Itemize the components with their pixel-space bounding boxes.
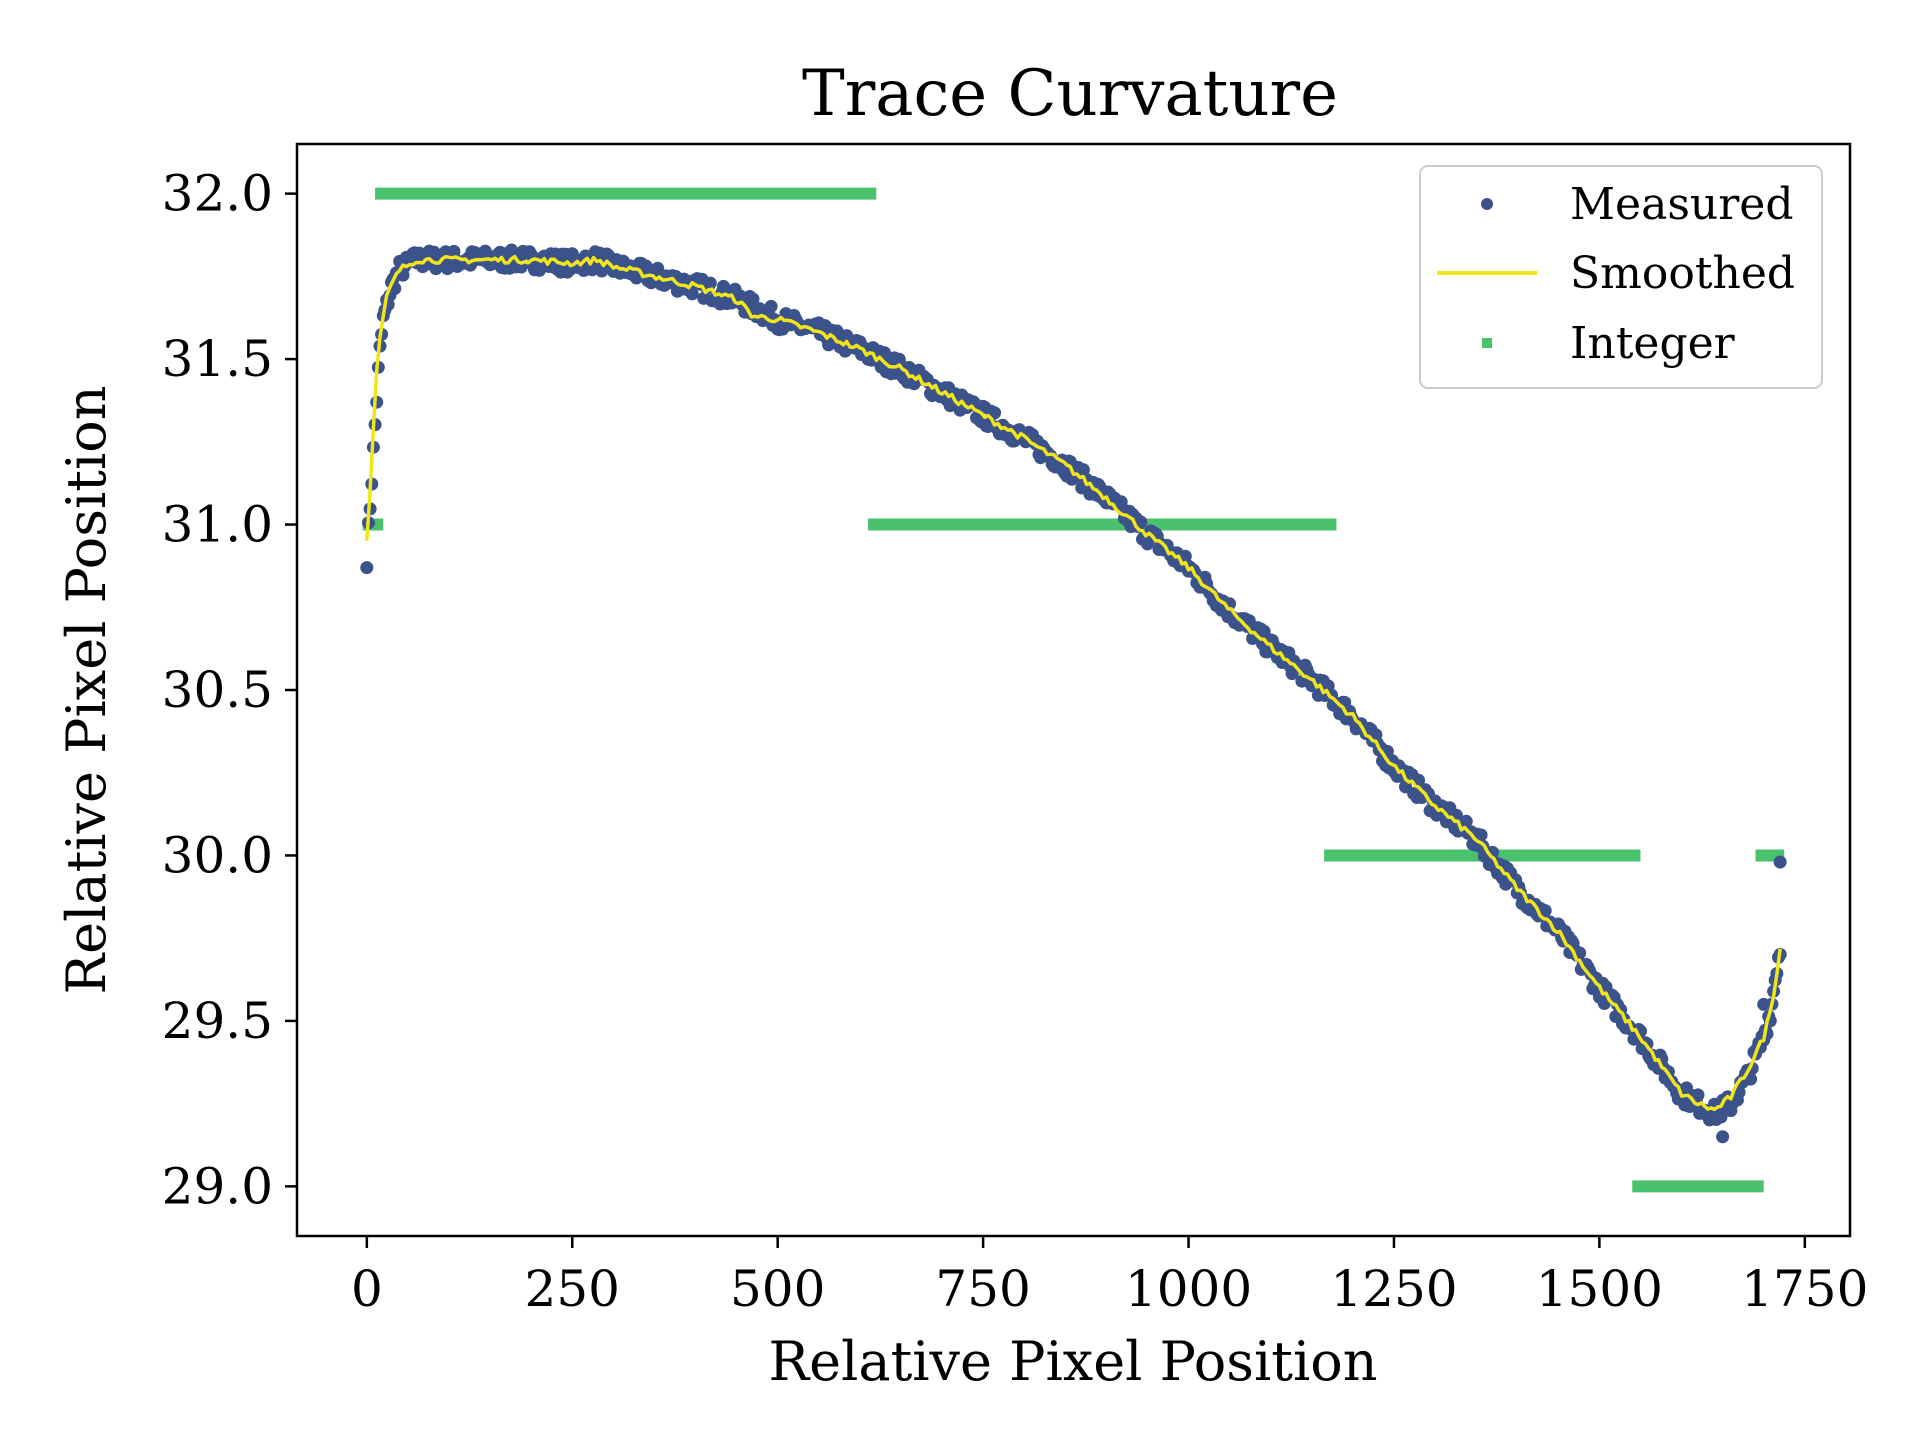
- y-tick-label: 29.5: [162, 992, 273, 1050]
- legend-label-measured: Measured: [1570, 179, 1793, 230]
- x-axis-ticks: 0 250 500 750 1000 1250 1500 1750: [351, 1236, 1868, 1318]
- legend-label-integer: Integer: [1570, 318, 1736, 369]
- measured-point: [1773, 855, 1787, 869]
- legend-marker-integer: [1482, 338, 1492, 348]
- measured-point: [1716, 1130, 1730, 1144]
- x-axis-label: Relative Pixel Position: [768, 1330, 1377, 1393]
- measured-point: [1134, 515, 1148, 529]
- y-tick-label: 32.0: [162, 165, 273, 223]
- y-tick-label: 29.0: [162, 1157, 273, 1215]
- measured-point: [514, 260, 528, 274]
- measured-point: [1714, 1110, 1728, 1124]
- y-tick-label: 30.5: [162, 661, 273, 719]
- measured-point: [685, 287, 699, 301]
- x-tick-label: 0: [351, 1260, 383, 1318]
- x-tick-label: 1000: [1125, 1260, 1252, 1318]
- x-tick-label: 1500: [1536, 1260, 1663, 1318]
- legend-marker-measured: [1481, 198, 1493, 210]
- x-tick-label: 250: [525, 1260, 620, 1318]
- measured-point: [360, 561, 374, 575]
- measured-point: [1459, 814, 1473, 828]
- x-tick-label: 500: [730, 1260, 825, 1318]
- measured-point: [703, 276, 717, 290]
- measured-point: [1691, 1088, 1705, 1102]
- y-tick-label: 31.5: [162, 330, 273, 388]
- measured-point: [988, 406, 1002, 420]
- y-tick-label: 30.0: [162, 826, 273, 884]
- measured-point: [595, 264, 609, 278]
- x-tick-label: 750: [935, 1260, 1030, 1318]
- plot-area: [360, 187, 1787, 1193]
- legend: Measured Smoothed Integer: [1419, 165, 1823, 389]
- measured-point: [764, 299, 778, 313]
- chart-title: Trace Curvature: [802, 57, 1338, 131]
- y-axis-ticks: 29.0 29.5 30.0 30.5 31.0 31.5 32.0: [162, 165, 297, 1215]
- x-tick-label: 1750: [1741, 1260, 1868, 1318]
- measured-point: [1744, 1072, 1758, 1086]
- smoothed-line: [365, 254, 1782, 1112]
- measured-point: [1538, 904, 1552, 918]
- measured-point: [1757, 997, 1771, 1011]
- legend-label-smoothed: Smoothed: [1570, 248, 1795, 299]
- measured-point: [878, 346, 891, 360]
- measured-point: [651, 261, 665, 275]
- legend-box: [1419, 165, 1823, 389]
- y-axis-label: Relative Pixel Position: [55, 385, 118, 994]
- measured-point: [1474, 828, 1488, 842]
- x-tick-label: 1250: [1330, 1260, 1457, 1318]
- y-tick-label: 31.0: [162, 496, 273, 554]
